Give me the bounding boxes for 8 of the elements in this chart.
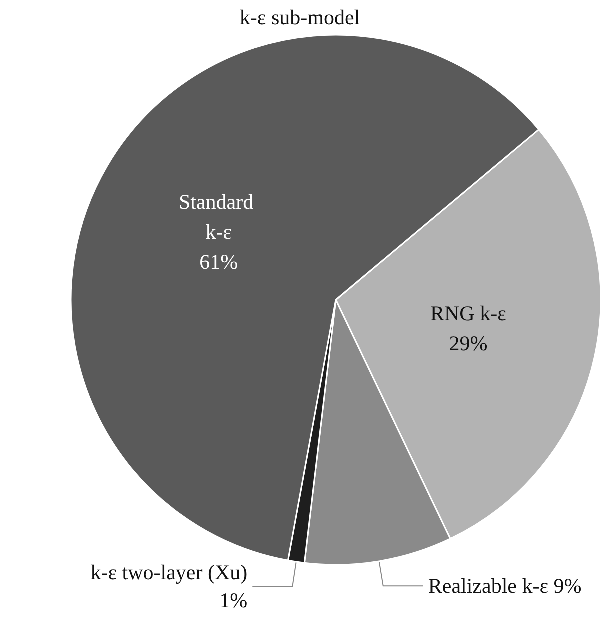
slice-label: Realizable k-ε 9% bbox=[428, 574, 582, 598]
slice-label: k-ε two-layer (Xu) bbox=[90, 560, 248, 585]
data-label: 1% bbox=[220, 588, 248, 613]
data-label: 29% bbox=[449, 332, 488, 356]
chart-title: k-ε sub-model bbox=[240, 6, 360, 30]
slice-label: Standard k-ε bbox=[178, 190, 259, 244]
slice-label: RNG k-ε bbox=[430, 302, 507, 326]
data-label: 61% bbox=[200, 250, 238, 274]
